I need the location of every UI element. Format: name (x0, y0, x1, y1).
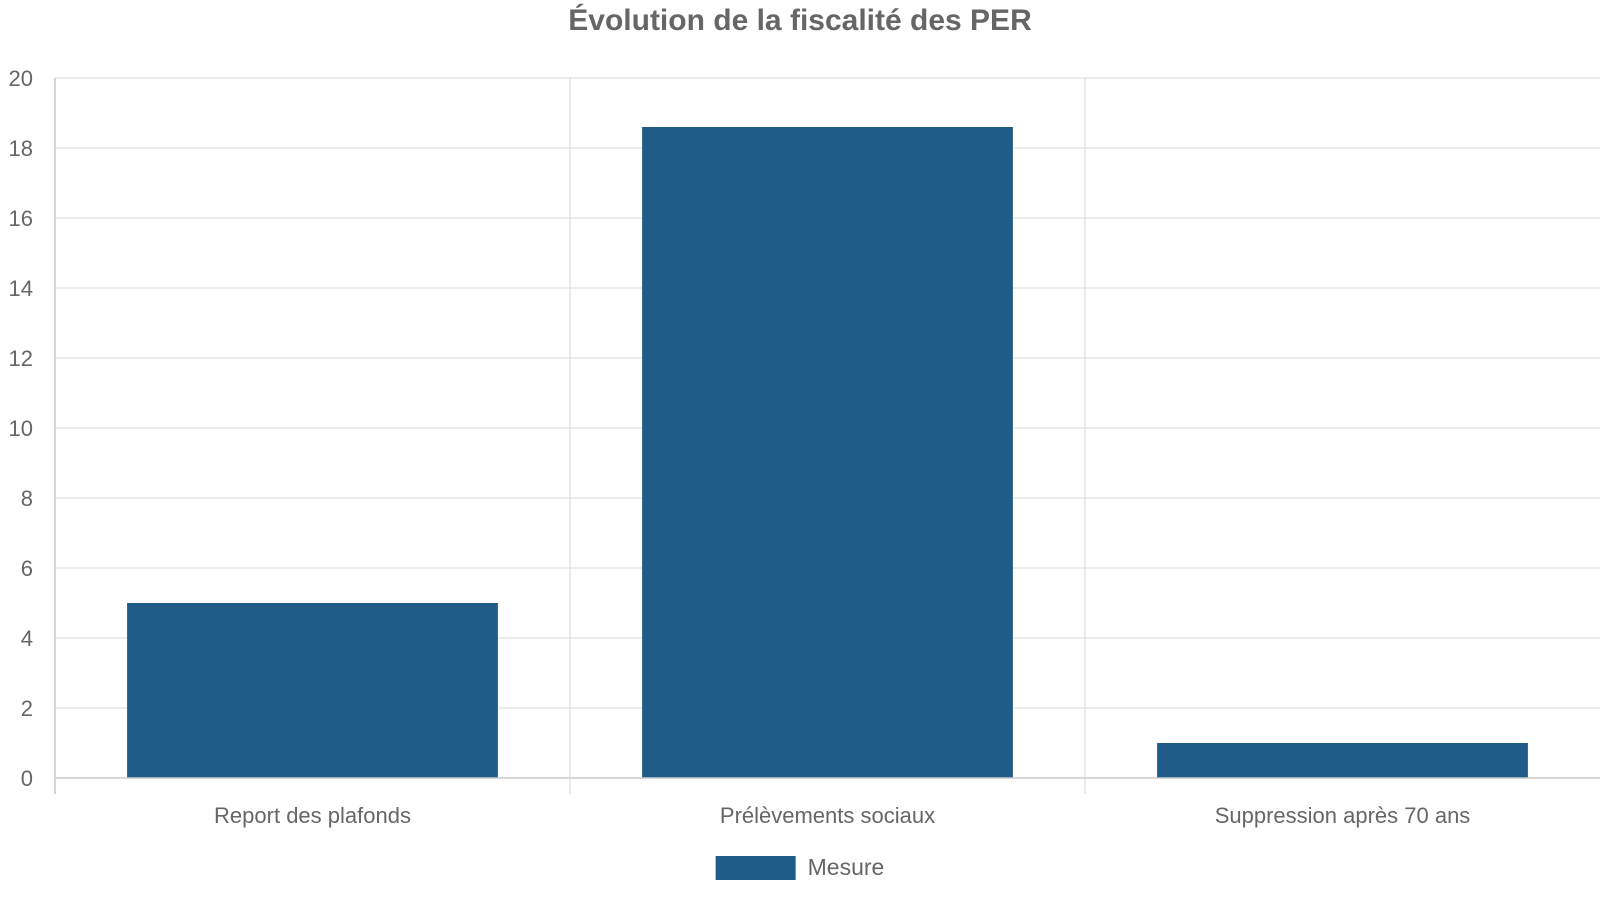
chart-title: Évolution de la fiscalité des PER (568, 3, 1032, 37)
axes (54, 78, 1600, 794)
y-tick-label: 14 (9, 276, 33, 301)
y-tick-label: 20 (9, 66, 33, 91)
x-category-label: Report des plafonds (214, 803, 411, 828)
y-tick-label: 6 (21, 556, 33, 581)
legend-label: Mesure (808, 854, 885, 880)
y-tick-label: 12 (9, 346, 33, 371)
y-axis-tick-labels: 0 2 4 6 8 10 12 14 16 18 20 (9, 66, 33, 791)
bar (127, 603, 498, 778)
bars (127, 127, 1528, 778)
y-tick-label: 4 (21, 626, 33, 651)
bar (642, 127, 1013, 778)
legend: Mesure (715, 854, 885, 880)
y-tick-label: 8 (21, 486, 33, 511)
bar (1157, 743, 1528, 778)
y-tick-label: 2 (21, 696, 33, 721)
x-axis-category-labels: Report des plafonds Prélèvements sociaux S… (214, 803, 1470, 828)
x-category-label: Prélèvements sociaux (720, 803, 935, 828)
y-tick-label: 16 (9, 206, 33, 231)
y-tick-label: 18 (9, 136, 33, 161)
x-category-label: Suppression après 70 ans (1215, 803, 1471, 828)
y-tick-label: 10 (9, 416, 33, 441)
legend-swatch (715, 856, 796, 880)
y-tick-label: 0 (21, 766, 33, 791)
